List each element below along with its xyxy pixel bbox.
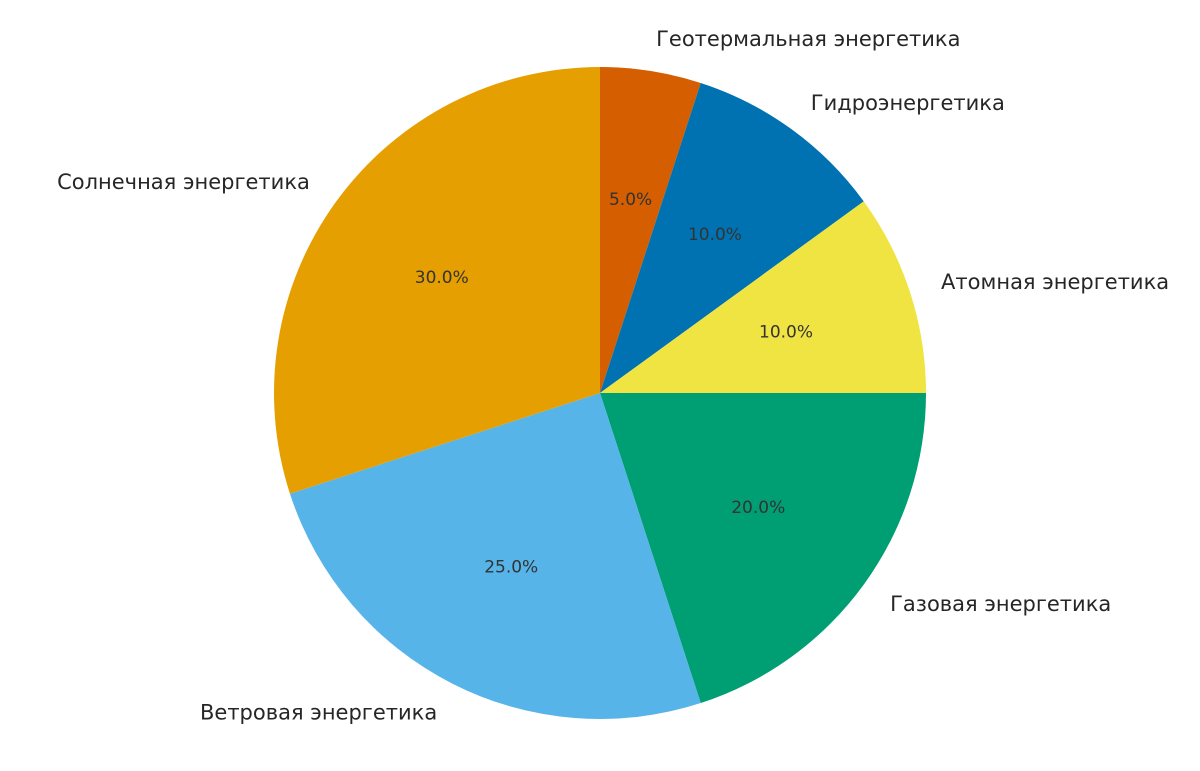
slice-labels: Геотермальная энергетика Гидроэнергетика А… <box>57 27 1169 725</box>
slice-3-wedge <box>600 201 926 393</box>
slice-4-category-label: Газовая энергетика <box>890 592 1111 616</box>
slice-6-category-label: Солнечная энергетика <box>57 170 310 194</box>
percentage-labels: 5.0% 10.0% 10.0% 20.0% 25.0% 30.0% <box>415 190 813 577</box>
slice-3-percent-label: 10.0% <box>759 323 813 343</box>
pie-slices <box>274 67 926 719</box>
slice-6-wedge <box>274 67 600 494</box>
slice-2-percent-label: 10.0% <box>688 225 742 245</box>
slice-2-wedge <box>600 82 864 394</box>
slice-5-percent-label: 25.0% <box>484 557 538 577</box>
slice-4-wedge <box>600 393 926 704</box>
slice-1-percent-label: 5.0% <box>609 190 652 210</box>
slice-1-category-label: Геотермальная энергетика <box>656 27 960 51</box>
slice-1-wedge <box>600 67 701 393</box>
slice-5-wedge <box>289 393 701 719</box>
slice-6-percent-label: 30.0% <box>415 268 469 288</box>
slice-5-category-label: Ветровая энергетика <box>200 701 437 725</box>
slice-3-category-label: Атомная энергетика <box>941 270 1169 294</box>
slice-2-category-label: Гидроэнергетика <box>811 91 1005 115</box>
slice-4-percent-label: 20.0% <box>731 498 785 518</box>
